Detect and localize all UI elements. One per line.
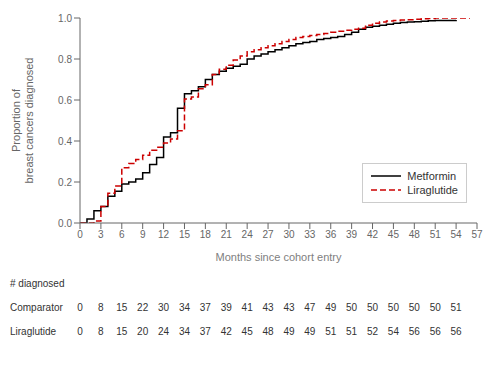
svg-text:41: 41	[242, 302, 254, 313]
svg-text:30: 30	[283, 229, 295, 240]
svg-text:6: 6	[119, 229, 125, 240]
svg-text:51: 51	[451, 302, 463, 313]
svg-text:Months since cohort entry: Months since cohort entry	[216, 251, 342, 263]
svg-text:50: 50	[409, 302, 421, 313]
svg-text:34: 34	[179, 302, 191, 313]
svg-text:15: 15	[179, 229, 191, 240]
svg-text:51: 51	[430, 229, 442, 240]
svg-text:56: 56	[451, 326, 463, 337]
svg-text:42: 42	[221, 326, 233, 337]
svg-text:34: 34	[179, 326, 191, 337]
svg-text:54: 54	[388, 326, 400, 337]
svg-text:27: 27	[262, 229, 274, 240]
svg-text:48: 48	[262, 326, 274, 337]
svg-text:15: 15	[116, 302, 128, 313]
svg-text:57: 57	[471, 229, 483, 240]
svg-text:47: 47	[304, 302, 316, 313]
svg-text:0.8: 0.8	[58, 54, 72, 65]
svg-text:54: 54	[451, 229, 463, 240]
svg-text:0: 0	[77, 302, 83, 313]
svg-text:36: 36	[325, 229, 337, 240]
svg-text:51: 51	[325, 326, 337, 337]
svg-text:Proportion ofbreast cancers di: Proportion ofbreast cancers diagnosed	[10, 58, 35, 184]
svg-text:8: 8	[98, 326, 104, 337]
svg-text:30: 30	[158, 302, 170, 313]
svg-text:24: 24	[242, 229, 254, 240]
svg-text:50: 50	[430, 302, 442, 313]
svg-text:49: 49	[325, 302, 337, 313]
svg-text:0: 0	[77, 229, 83, 240]
svg-text:45: 45	[388, 229, 400, 240]
svg-text:39: 39	[346, 229, 358, 240]
svg-text:21: 21	[221, 229, 233, 240]
svg-text:49: 49	[283, 326, 295, 337]
svg-text:45: 45	[242, 326, 254, 337]
svg-text:24: 24	[158, 326, 170, 337]
svg-text:43: 43	[262, 302, 274, 313]
svg-text:50: 50	[346, 302, 358, 313]
svg-text:9: 9	[140, 229, 146, 240]
svg-text:18: 18	[200, 229, 212, 240]
svg-text:50: 50	[388, 302, 400, 313]
svg-text:1.0: 1.0	[58, 13, 72, 24]
html-text:Liraglutide: Liraglutide	[407, 184, 458, 196]
svg-text:37: 37	[200, 302, 212, 313]
svg-text:50: 50	[367, 302, 379, 313]
svg-text:0.0: 0.0	[58, 218, 72, 229]
svg-text:20: 20	[137, 326, 149, 337]
svg-text:3: 3	[98, 229, 104, 240]
svg-text:51: 51	[346, 326, 358, 337]
svg-text:43: 43	[283, 302, 295, 313]
svg-text:Liraglutide: Liraglutide	[10, 326, 57, 337]
svg-text:42: 42	[367, 229, 379, 240]
svg-text:# diagnosed: # diagnosed	[10, 278, 65, 289]
svg-text:15: 15	[116, 326, 128, 337]
svg-text:0.2: 0.2	[58, 177, 72, 188]
svg-text:49: 49	[304, 326, 316, 337]
svg-text:8: 8	[98, 302, 104, 313]
svg-text:12: 12	[158, 229, 170, 240]
svg-text:0.4: 0.4	[58, 136, 72, 147]
svg-text:48: 48	[409, 229, 421, 240]
svg-text:56: 56	[409, 326, 421, 337]
svg-text:56: 56	[430, 326, 442, 337]
svg-text:22: 22	[137, 302, 149, 313]
svg-text:39: 39	[221, 302, 233, 313]
svg-text:37: 37	[200, 326, 212, 337]
html-text:Metformin: Metformin	[407, 170, 457, 182]
svg-text:52: 52	[367, 326, 379, 337]
svg-text:33: 33	[304, 229, 316, 240]
svg-text:Comparator: Comparator	[10, 302, 63, 313]
svg-text:0.6: 0.6	[58, 95, 72, 106]
svg-text:0: 0	[77, 326, 83, 337]
